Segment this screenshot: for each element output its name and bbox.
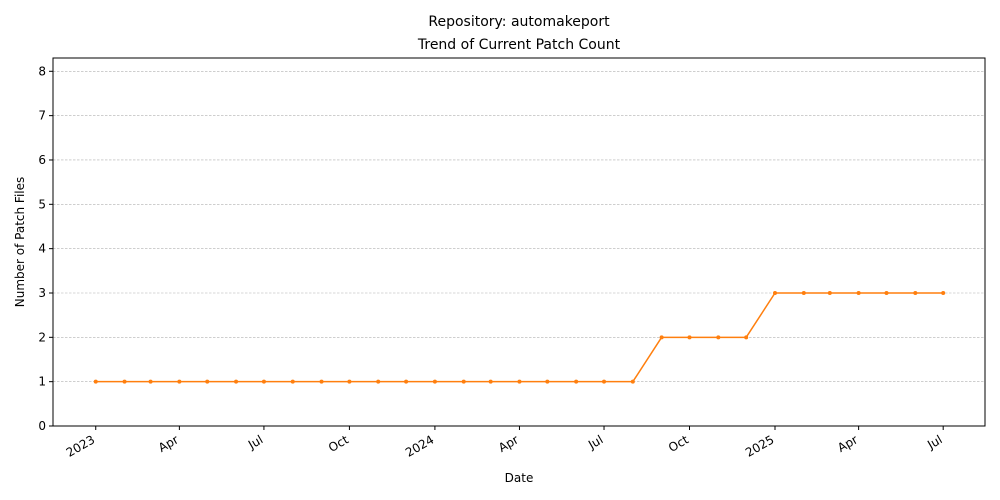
x-tick-label: Apr <box>835 432 860 455</box>
data-point <box>913 290 918 295</box>
x-axis-label: Date <box>505 471 534 485</box>
y-tick-label: 5 <box>38 197 46 211</box>
x-tick-label: 2023 <box>64 432 97 459</box>
data-point <box>148 379 153 384</box>
data-point <box>630 379 635 384</box>
x-tick-label: Apr <box>156 432 181 455</box>
plot-frame <box>52 57 986 427</box>
x-axis: 2023 Apr Jul Oct 2024 Apr Jul Oct 2025 Apr Jul <box>64 426 945 460</box>
data-point <box>884 290 889 295</box>
data-point <box>376 379 381 384</box>
data-point <box>801 290 806 295</box>
data-point <box>856 290 861 295</box>
y-axis: 0 1 2 3 4 5 6 7 8 <box>38 64 53 433</box>
data-point <box>404 379 409 384</box>
chart-title-line2: Trend of Current Patch Count <box>417 37 621 53</box>
y-tick-label: 8 <box>38 64 46 78</box>
data-point <box>545 379 550 384</box>
data-point <box>234 379 239 384</box>
data-point <box>772 290 777 295</box>
data-point <box>574 379 579 384</box>
y-tick-label: 7 <box>38 109 46 123</box>
x-tick-label: Oct <box>666 432 691 455</box>
data-point <box>827 290 832 295</box>
x-tick-label: Jul <box>245 432 265 452</box>
y-tick-label: 3 <box>38 286 46 300</box>
y-axis-label: Number of Patch Files <box>13 177 27 308</box>
data-point <box>261 379 266 384</box>
data-point <box>461 379 466 384</box>
y-tick-label: 6 <box>38 153 46 167</box>
data-point <box>177 379 182 384</box>
data-point <box>488 379 493 384</box>
x-tick-label: 2025 <box>743 432 776 459</box>
data-point <box>319 379 324 384</box>
grid-lines <box>53 71 985 427</box>
y-tick-label: 4 <box>38 242 46 256</box>
data-point <box>687 335 692 340</box>
data-point <box>205 379 210 384</box>
x-tick-label: 2024 <box>403 432 436 459</box>
data-point <box>716 335 721 340</box>
data-point <box>941 290 946 295</box>
data-point <box>432 379 437 384</box>
x-tick-label: Jul <box>924 432 944 452</box>
chart-title-line1: Repository: automakeport <box>428 14 610 30</box>
x-tick-label: Oct <box>326 432 351 455</box>
y-tick-label: 0 <box>38 419 46 433</box>
data-point <box>122 379 127 384</box>
data-point <box>517 379 522 384</box>
x-tick-label: Apr <box>496 432 521 455</box>
x-tick-label: Jul <box>585 432 605 452</box>
y-tick-label: 2 <box>38 330 46 344</box>
y-tick-label: 1 <box>38 375 46 389</box>
data-point <box>602 379 607 384</box>
data-point <box>744 335 749 340</box>
data-point <box>290 379 295 384</box>
data-point <box>93 379 98 384</box>
data-point <box>659 335 664 340</box>
data-point <box>347 379 352 384</box>
series-patch-count <box>93 290 946 384</box>
